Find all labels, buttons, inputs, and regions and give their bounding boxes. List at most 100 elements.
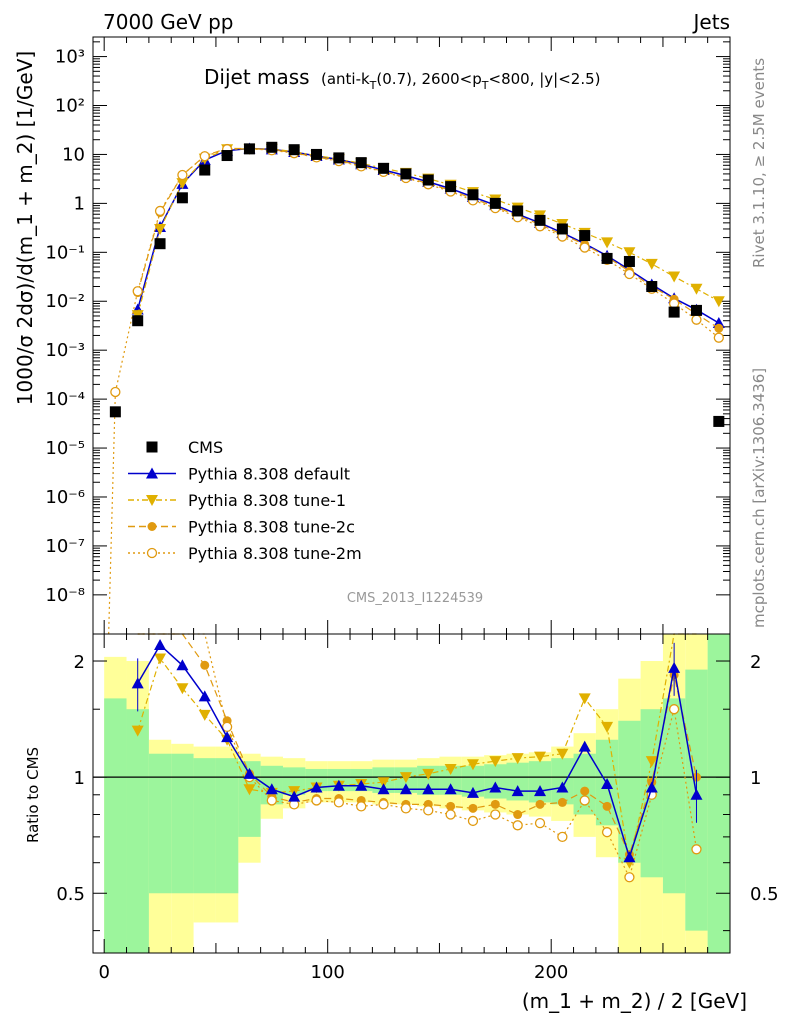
ratio-point (580, 786, 590, 796)
data-point (355, 157, 367, 169)
ratio-series-default-line (137, 643, 698, 860)
data-point (556, 223, 568, 235)
uncertainty-band-inner (573, 753, 596, 815)
main-y-tick-label: 10⁻⁴ (45, 389, 85, 410)
ratio-point (668, 661, 681, 673)
main-y-axis-label: 1000/σ 2dσ)/d(m_1 + m_2) [1/GeV] (13, 51, 37, 405)
data-point (579, 242, 590, 253)
uncertainty-band-inner (439, 765, 462, 795)
ratio-point (602, 801, 612, 811)
header-right: Jets (692, 10, 730, 34)
main-plot-panel: 10⁻⁸ 10⁻⁷ 10⁻⁶ 10⁻⁵ 10⁻⁴ 10⁻³ 10⁻² 10⁻¹ 1 10 10² 10… (13, 36, 731, 635)
legend-marker-tune1 (146, 495, 158, 506)
ratio-series-default (131, 639, 703, 863)
ratio-series-tune2m-line (137, 633, 698, 879)
data-point (199, 151, 210, 162)
data-point (132, 315, 144, 327)
main-y-tick-label: 10⁻⁶ (45, 487, 85, 508)
ratio-point (131, 725, 144, 737)
data-point (691, 314, 702, 325)
ratio-point (154, 653, 167, 665)
uncertainty-band-inner (528, 761, 552, 803)
series-tune2m-edge (108, 391, 116, 635)
ratio-point (333, 797, 345, 808)
ratio-point (221, 731, 234, 743)
ratio-point (445, 809, 456, 820)
ratio-point (601, 721, 614, 733)
ratio-point (489, 756, 502, 768)
ratio-y-tick-label-right: 1 (750, 768, 761, 789)
ratio-point (466, 786, 479, 798)
legend-marker-tune2m (146, 547, 158, 559)
ratio-point (511, 785, 524, 797)
legend-label-cms: CMS (188, 438, 223, 457)
chart-title-main: Dijet mass (204, 65, 310, 89)
data-point (668, 271, 681, 283)
ratio-point (467, 815, 479, 827)
series-tune2c-line (137, 147, 720, 329)
ratio-point (198, 709, 211, 721)
ratio-point (511, 753, 524, 765)
ratio-point (512, 820, 523, 831)
ratio-point (535, 799, 545, 809)
ratio-point (468, 803, 478, 813)
ratio-plot-frame (92, 633, 731, 954)
ratio-point (691, 844, 702, 855)
ratio-point (623, 851, 636, 863)
ratio-point (556, 748, 569, 760)
ratio-point (377, 777, 390, 789)
data-point (690, 283, 703, 295)
header-left: 7000 GeV pp (103, 10, 234, 34)
ratio-point (444, 763, 457, 775)
data-point (109, 406, 121, 418)
data-point (579, 230, 591, 242)
data-point (713, 332, 724, 343)
ratio-point (311, 795, 322, 806)
data-point (176, 192, 188, 204)
ratio-series-tune2c-line (137, 633, 698, 857)
ratio-point (444, 783, 457, 795)
ratio-point (601, 777, 614, 789)
main-y-tick-label: 10³ (55, 47, 85, 68)
ratio-point (534, 751, 547, 763)
main-y-tick-label: 10 (62, 144, 85, 165)
data-point (624, 268, 635, 280)
data-point (512, 205, 524, 217)
series-tune1 (131, 143, 725, 322)
ratio-point (355, 779, 368, 791)
ratio-y-tick-label: 0.5 (56, 884, 85, 905)
data-point (445, 181, 457, 193)
ratio-point (198, 690, 211, 702)
uncertainty-band-inner (461, 765, 485, 797)
ratio-point (578, 693, 591, 705)
chart-title-sub-a-idx: T (369, 79, 377, 92)
ratio-point (288, 790, 301, 802)
data-point (422, 174, 434, 186)
x-axis-label: (m_1 + m_2) / 2 [GeV] (522, 989, 747, 1013)
data-point (154, 238, 166, 250)
ratio-point (310, 781, 323, 793)
uncertainty-band-inner (484, 764, 507, 799)
series-tune2c (133, 143, 724, 333)
data-point (400, 168, 412, 180)
uncertainty-band-inner (662, 698, 686, 894)
ratio-y-tick-label: 1 (74, 768, 85, 789)
ratio-point (422, 783, 435, 795)
ratio-point (176, 683, 189, 695)
legend-label-tune2c: Pythia 8.308 tune-2c (188, 518, 355, 537)
ratio-point (668, 704, 680, 715)
ratio-point (243, 784, 256, 796)
ratio-y-tick-label: 2 (74, 652, 85, 673)
data-point (132, 286, 143, 297)
uncertainty-band-inner (126, 709, 149, 953)
data-point (623, 255, 635, 267)
data-point (177, 169, 188, 181)
mcplots-label: mcplots.cern.ch [arXiv:1306.3436] (750, 368, 768, 628)
main-y-tick-label: 10⁻⁸ (45, 585, 85, 606)
ratio-point (645, 781, 658, 793)
ratio-point (557, 797, 567, 807)
uncertainty-band-inner (551, 758, 574, 805)
ratio-point (578, 740, 591, 752)
uncertainty-band-inner (193, 758, 216, 894)
ratio-point (356, 801, 367, 812)
